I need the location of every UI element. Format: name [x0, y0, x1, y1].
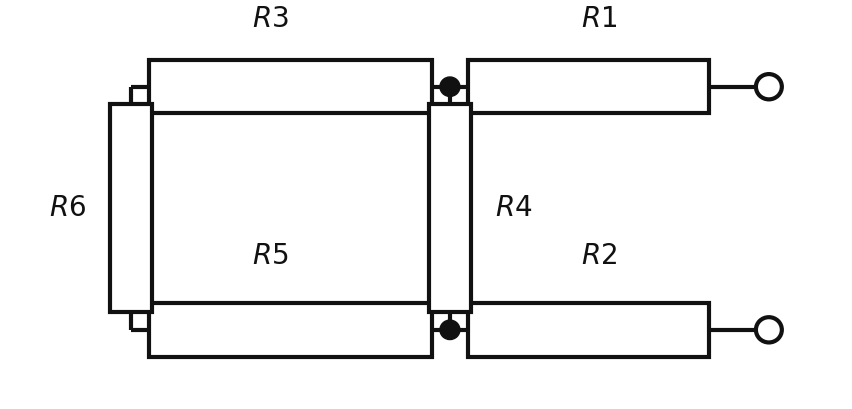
Bar	[110, 104, 152, 312]
Circle shape	[755, 74, 781, 99]
Text: $R4$: $R4$	[494, 195, 532, 222]
Text: $R1$: $R1$	[580, 6, 617, 33]
Bar	[149, 60, 431, 113]
Text: $R6$: $R6$	[49, 195, 86, 222]
Bar	[149, 303, 431, 357]
Text: $R2$: $R2$	[581, 243, 617, 270]
Circle shape	[440, 77, 459, 97]
Bar	[467, 60, 708, 113]
Bar	[467, 303, 708, 357]
Circle shape	[440, 320, 459, 339]
Circle shape	[755, 317, 781, 342]
Text: $R3$: $R3$	[252, 6, 289, 33]
Bar	[429, 104, 470, 312]
Text: $R5$: $R5$	[252, 243, 289, 270]
